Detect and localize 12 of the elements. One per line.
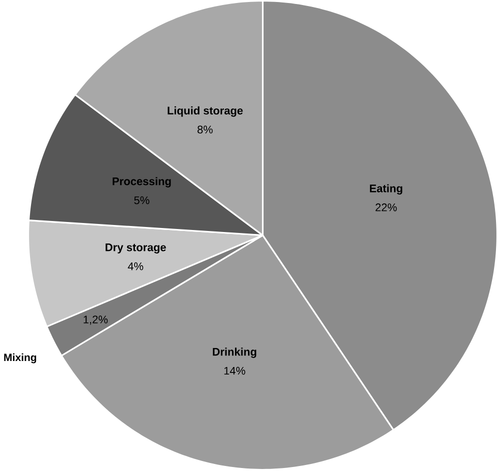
data-label: 5% xyxy=(134,196,150,204)
slice-label: Dry storage xyxy=(106,244,166,254)
slice-label: Processing xyxy=(112,177,171,188)
slice-label: Liquid storage xyxy=(168,106,243,117)
slice-label: Mixing xyxy=(4,354,36,364)
slice-label: Eating xyxy=(370,184,402,195)
data-label: 8% xyxy=(198,126,213,134)
slice-label: Drinking xyxy=(212,348,256,358)
data-label: 1,2% xyxy=(84,316,108,325)
data-label: 14% xyxy=(224,367,246,375)
data-label: 4% xyxy=(128,262,144,270)
data-label: 22% xyxy=(376,204,397,212)
